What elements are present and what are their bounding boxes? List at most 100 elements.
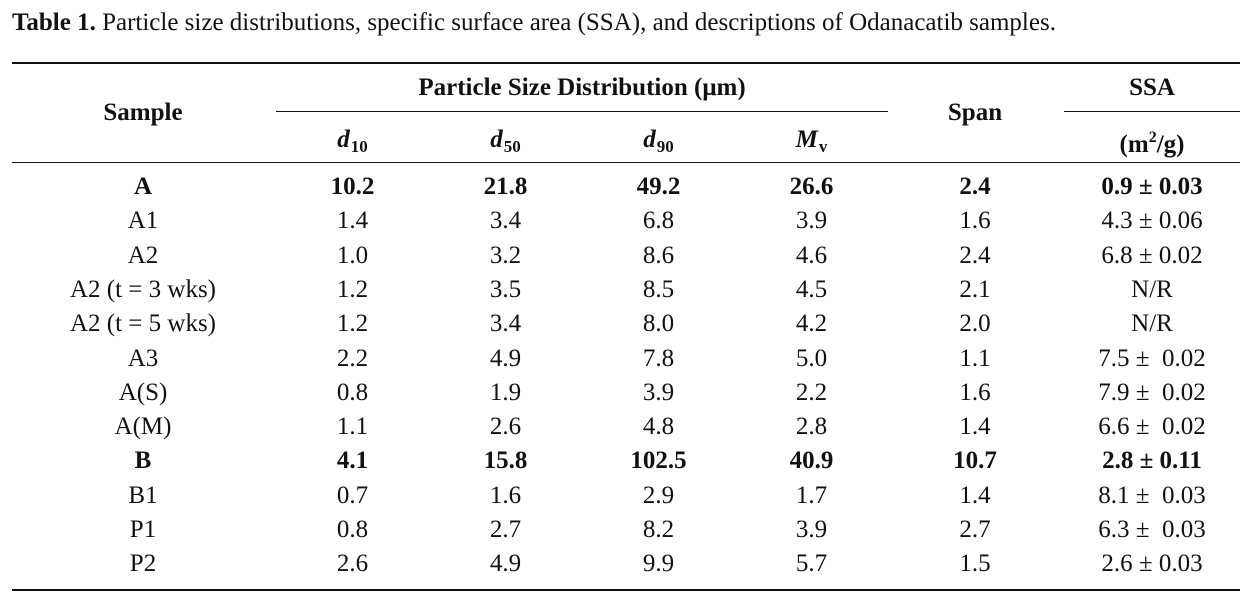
cell-d90: 8.2 xyxy=(642,516,675,543)
cell-span: 2.4 xyxy=(959,242,991,269)
cell-d10: 10.2 xyxy=(330,173,375,200)
cell-d10: 1.0 xyxy=(336,242,369,269)
cell-d50: 1.9 xyxy=(489,379,522,406)
cell-ssa: 4.3 ± 0.06 xyxy=(1101,207,1203,234)
cell-d50: 1.6 xyxy=(489,482,522,509)
cell-d90: 7.8 xyxy=(642,345,675,372)
d10-main: d xyxy=(337,126,350,153)
cell-ssa: 2.6 ± 0.03 xyxy=(1101,550,1203,577)
cell-d50: 15.8 xyxy=(483,447,528,474)
cell-span: 2.1 xyxy=(959,276,991,303)
cell-d90: 49.2 xyxy=(636,173,681,200)
cell-d90: 8.5 xyxy=(642,276,675,303)
cell-ssa: N/R xyxy=(1131,310,1173,337)
cell-ssa: 8.1 ± 0.03 xyxy=(1098,482,1206,509)
cell-mv: 4.6 xyxy=(795,242,828,269)
cell-sample: P2 xyxy=(129,550,157,577)
header-d90: d90 xyxy=(582,123,735,164)
d10-sub: 10 xyxy=(350,137,368,156)
cell-d10: 1.1 xyxy=(336,413,369,440)
cell-d10: 2.2 xyxy=(336,345,369,372)
cell-sample: A3 xyxy=(127,345,159,372)
psd-group-rule xyxy=(276,111,888,112)
header-ssa-unit: (m2/g) xyxy=(1064,121,1240,162)
ssa-unit-pre: (m xyxy=(1119,131,1149,158)
cell-span: 10.7 xyxy=(953,447,997,474)
cell-mv: 3.9 xyxy=(795,207,828,234)
cell-d50: 21.8 xyxy=(483,173,528,200)
caption-label: Table 1. xyxy=(12,9,96,36)
cell-ssa: 6.6 ± 0.02 xyxy=(1098,413,1206,440)
ssa-unit-sup: 2 xyxy=(1148,129,1157,146)
cell-span: 2.4 xyxy=(959,173,991,200)
cell-d10: 1.2 xyxy=(336,276,369,303)
cell-d50: 2.6 xyxy=(489,413,522,440)
cell-d10: 1.4 xyxy=(336,207,369,234)
cell-mv: 2.2 xyxy=(795,379,828,406)
cell-mv: 4.2 xyxy=(795,310,828,337)
cell-span: 1.6 xyxy=(959,207,991,234)
table-caption: Table 1. Particle size distributions, sp… xyxy=(12,6,1252,40)
ssa-group-rule xyxy=(1064,111,1240,112)
cell-mv: 2.8 xyxy=(795,413,828,440)
cell-d50: 4.9 xyxy=(489,345,522,372)
cell-ssa: 6.8 ± 0.02 xyxy=(1101,242,1203,269)
header-mv: Mv xyxy=(735,123,888,164)
cell-d10: 0.7 xyxy=(336,482,369,509)
cell-d10: 2.6 xyxy=(336,550,369,577)
cell-span: 1.6 xyxy=(959,379,991,406)
cell-mv: 5.0 xyxy=(795,345,828,372)
cell-d50: 2.7 xyxy=(489,516,522,543)
cell-d50: 3.2 xyxy=(489,242,522,269)
cell-ssa: 0.9 ± 0.03 xyxy=(1101,173,1203,200)
cell-sample: A2 xyxy=(127,242,159,269)
cell-d90: 102.5 xyxy=(630,447,687,474)
cell-d90: 2.9 xyxy=(642,482,675,509)
cell-span: 1.5 xyxy=(959,550,991,577)
header-d50: d50 xyxy=(429,123,582,164)
cell-d10: 0.8 xyxy=(336,516,369,543)
header-span: Span xyxy=(947,99,1003,126)
cell-ssa: N/R xyxy=(1131,276,1173,303)
cell-d10: 0.8 xyxy=(336,379,369,406)
cell-d50: 3.4 xyxy=(489,207,522,234)
cell-d10: 1.2 xyxy=(336,310,369,337)
ssa-unit-post: /g) xyxy=(1156,131,1185,158)
cell-d50: 4.9 xyxy=(489,550,522,577)
cell-d90: 3.9 xyxy=(642,379,675,406)
cell-ssa: 7.5 ± 0.02 xyxy=(1098,345,1206,372)
mv-sub: v xyxy=(818,137,828,156)
header-bottom-rule xyxy=(12,162,1240,163)
bottom-rule xyxy=(12,589,1240,591)
cell-sample: A(S) xyxy=(118,379,168,406)
top-rule xyxy=(12,62,1240,64)
cell-mv: 5.7 xyxy=(795,550,828,577)
cell-span: 2.7 xyxy=(959,516,991,543)
cell-sample: A xyxy=(133,173,153,200)
cell-sample: P1 xyxy=(129,516,157,543)
cell-mv: 4.5 xyxy=(795,276,828,303)
cell-mv: 40.9 xyxy=(789,447,834,474)
d50-sub: 50 xyxy=(503,137,521,156)
cell-sample: A2 (t = 5 wks) xyxy=(69,310,217,337)
cell-mv: 26.6 xyxy=(789,173,834,200)
cell-span: 1.4 xyxy=(959,482,991,509)
d90-main: d xyxy=(643,126,656,153)
cell-span: 1.1 xyxy=(959,345,991,372)
cell-sample: A2 (t = 3 wks) xyxy=(69,276,217,303)
cell-d50: 3.5 xyxy=(489,276,522,303)
cell-span: 2.0 xyxy=(959,310,991,337)
cell-ssa: 7.9 ± 0.02 xyxy=(1098,379,1206,406)
header-sample: Sample xyxy=(103,99,183,126)
header-psd-group: Particle Size Distribution (μm) xyxy=(418,74,746,101)
cell-mv: 1.7 xyxy=(795,482,828,509)
cell-mv: 3.9 xyxy=(795,516,828,543)
cell-ssa: 2.8 ± 0.11 xyxy=(1102,447,1202,474)
cell-sample: B1 xyxy=(128,482,158,509)
cell-sample: B xyxy=(134,447,152,474)
cell-d90: 9.9 xyxy=(642,550,675,577)
cell-ssa: 6.3 ± 0.03 xyxy=(1098,516,1206,543)
cell-d50: 3.4 xyxy=(489,310,522,337)
header-d10: d10 xyxy=(276,123,429,164)
cell-span: 1.4 xyxy=(959,413,991,440)
